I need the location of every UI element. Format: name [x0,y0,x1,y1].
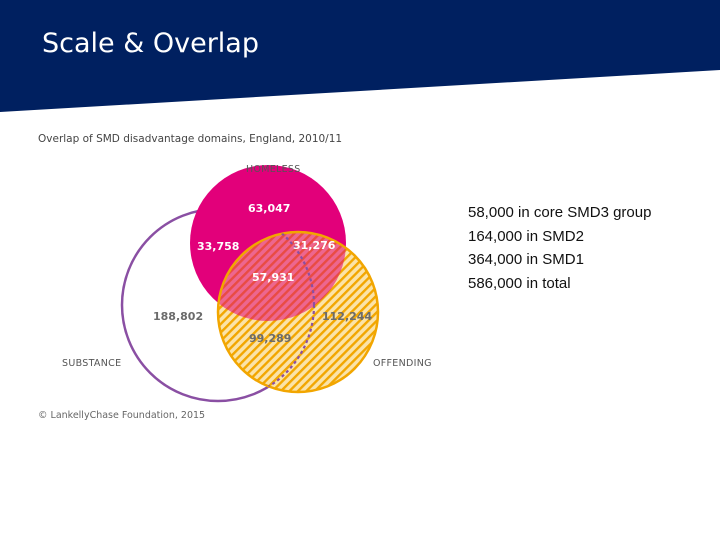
offending-label: OFFENDING [373,358,432,369]
homeless-offending-overlap [218,232,346,321]
figure-credit: © LankellyChase Foundation, 2015 [38,410,206,421]
value-all-three: 57,931 [252,271,294,284]
summary-item: 58,000 in core SMD3 group [468,204,652,221]
summary-item: 586,000 in total [468,274,571,292]
summary-list: 58,000 in core SMD3 group 164,000 in SMD… [468,201,651,295]
value-offending-only: 112,244 [322,310,372,323]
value-homeless-offending: 31,276 [293,239,336,252]
slide-title: Scale & Overlap [42,28,259,59]
header-band [0,0,720,112]
summary-item: 364,000 in SMD1 [468,251,584,268]
value-substance-only: 188,802 [153,310,203,323]
value-homeless-substance: 33,758 [197,240,239,253]
homeless-label: HOMELESS [246,164,301,175]
figure-caption: Overlap of SMD disadvantage domains, Eng… [38,133,343,145]
value-homeless-only: 63,047 [248,202,290,215]
summary-item: 164,000 in SMD2 [468,227,584,245]
substance-label: SUBSTANCE [62,358,121,369]
value-substance-offending: 99,289 [249,332,291,345]
offending-circle-outline [216,230,380,394]
substance-outline-in-overlap [218,232,316,392]
